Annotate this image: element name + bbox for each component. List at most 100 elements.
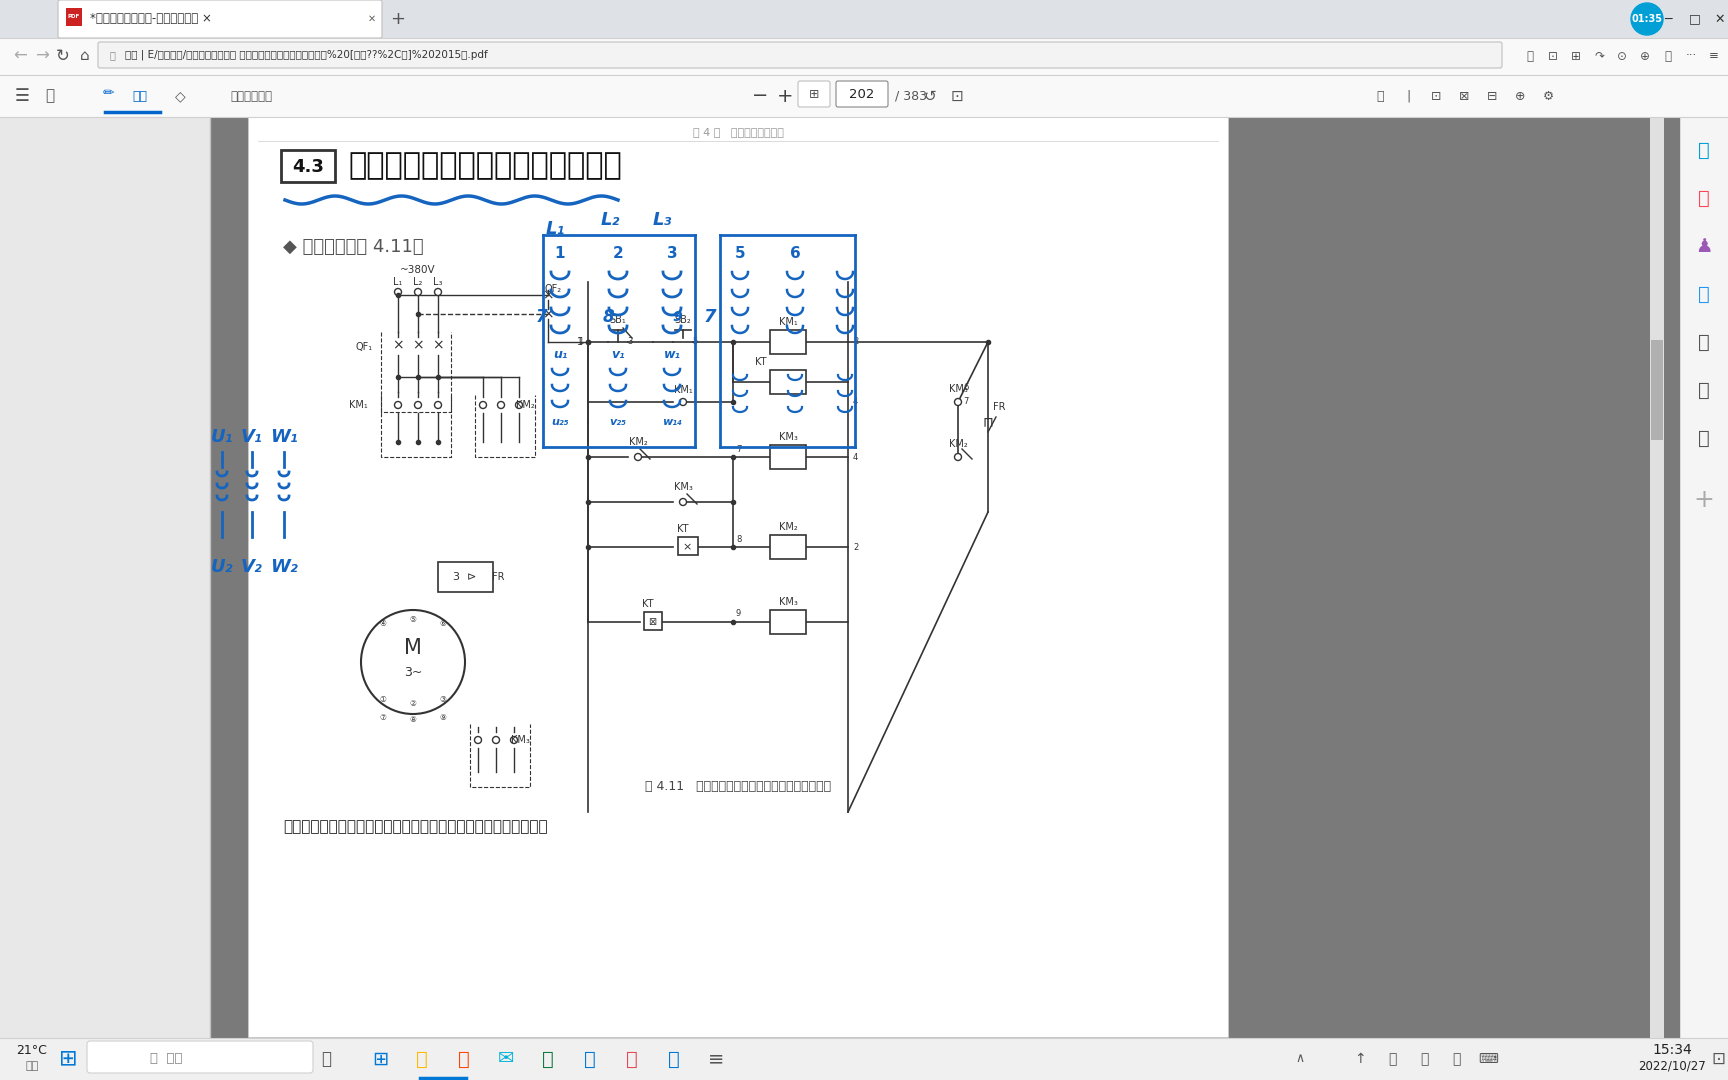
Text: 9: 9: [736, 609, 741, 619]
Text: 7: 7: [736, 445, 741, 454]
Text: L₂: L₂: [413, 276, 423, 287]
Text: KM₁: KM₁: [349, 400, 368, 410]
Text: *新版经典电工电路-识图、布线、 ×: *新版经典电工电路-识图、布线、 ×: [90, 13, 213, 26]
Bar: [0, 0, 1728, 38]
Text: ⊞: ⊞: [59, 1049, 78, 1069]
Bar: [66, 8, 81, 26]
Text: w₁: w₁: [664, 349, 681, 362]
Text: V₁: V₁: [242, 428, 263, 446]
Text: 🎬: 🎬: [626, 1050, 638, 1068]
Circle shape: [954, 399, 961, 405]
Circle shape: [415, 288, 422, 296]
Text: ⊡: ⊡: [1431, 90, 1441, 103]
Text: 🔍: 🔍: [1375, 90, 1384, 103]
Text: ✕: ✕: [1714, 13, 1725, 26]
Text: ⤢: ⤢: [45, 89, 55, 104]
Text: ⑨: ⑨: [439, 713, 446, 721]
Text: PDF: PDF: [67, 14, 79, 19]
Bar: [645, 612, 662, 630]
Text: KM₃: KM₃: [674, 482, 693, 492]
Text: 4.3: 4.3: [292, 158, 323, 176]
Bar: [437, 562, 492, 592]
Text: 7: 7: [536, 308, 548, 326]
Text: ②: ②: [410, 700, 416, 708]
Circle shape: [434, 288, 441, 296]
Text: ⊕: ⊕: [1515, 90, 1526, 103]
Text: ≡: ≡: [1709, 50, 1719, 63]
FancyBboxPatch shape: [98, 42, 1502, 68]
Text: QF₂: QF₂: [544, 284, 562, 294]
Text: 6: 6: [962, 382, 968, 391]
Text: ⓘ: ⓘ: [109, 50, 116, 60]
FancyBboxPatch shape: [282, 150, 335, 183]
Bar: [0, 117, 1728, 1080]
FancyBboxPatch shape: [798, 81, 829, 107]
Text: 5: 5: [693, 337, 698, 347]
Text: 8: 8: [736, 535, 741, 543]
Text: KT: KT: [755, 357, 766, 367]
Text: ↷: ↷: [1593, 50, 1604, 63]
Text: 文件 | E/电工识图/新版经典电工电路 识图、布线、接线、调试、维修%20[黄海??%2C著]%202015年.pdf: 文件 | E/电工识图/新版经典电工电路 识图、布线、接线、调试、维修%20[黄…: [124, 50, 487, 60]
Text: ×: ×: [543, 288, 553, 302]
Text: FR: FR: [994, 402, 1006, 411]
Text: L₁: L₁: [394, 276, 403, 287]
Text: KM₃: KM₃: [779, 597, 797, 607]
Text: W₁: W₁: [270, 428, 297, 446]
FancyBboxPatch shape: [59, 0, 382, 38]
Text: 🔴: 🔴: [1699, 189, 1711, 207]
Circle shape: [415, 402, 422, 408]
Text: ⊕: ⊕: [1640, 50, 1650, 63]
Text: M: M: [404, 638, 422, 658]
Text: ···: ···: [1685, 50, 1697, 63]
Text: ⌨: ⌨: [1477, 1052, 1498, 1066]
Text: ☰: ☰: [14, 87, 29, 105]
Text: ⊡: ⊡: [1548, 50, 1559, 63]
Text: KM₂: KM₂: [629, 437, 648, 447]
Text: 3: 3: [627, 337, 632, 347]
Bar: [771, 535, 805, 559]
Text: 🔷: 🔷: [1699, 284, 1711, 303]
Bar: [1650, 117, 1664, 1080]
Text: KM₂: KM₂: [779, 522, 797, 532]
Text: ④: ④: [380, 620, 387, 629]
Text: −: −: [752, 86, 769, 106]
Bar: [0, 0, 1728, 38]
Circle shape: [479, 402, 487, 408]
Text: ⑧: ⑧: [410, 715, 416, 725]
Text: ×: ×: [392, 338, 404, 352]
Text: ⊞: ⊞: [372, 1050, 389, 1068]
Text: ↻: ↻: [55, 48, 69, 65]
Text: 👤: 👤: [1664, 50, 1671, 63]
Text: v₁: v₁: [612, 349, 626, 362]
Text: ◆ 工作原理（图 4.11）: ◆ 工作原理（图 4.11）: [283, 238, 423, 256]
Text: 3~: 3~: [404, 665, 422, 678]
Text: 在启动前让我们先了解一下延边三角形是如何工作的。启动时先将: 在启动前让我们先了解一下延边三角形是如何工作的。启动时先将: [283, 820, 548, 835]
Text: 7: 7: [703, 308, 715, 326]
Text: ×: ×: [543, 307, 553, 321]
Text: 202: 202: [850, 87, 874, 100]
Text: 绘制: 绘制: [133, 90, 147, 103]
Text: SB₁: SB₁: [610, 315, 626, 325]
Text: KM₃: KM₃: [949, 384, 968, 394]
Text: ⑤: ⑤: [410, 616, 416, 624]
Text: ⑦: ⑦: [380, 713, 387, 721]
Text: ✉: ✉: [498, 1050, 515, 1068]
Text: FR: FR: [492, 572, 505, 582]
Text: +: +: [778, 86, 793, 106]
Text: 8: 8: [601, 308, 613, 326]
Text: L₃: L₃: [434, 276, 442, 287]
Text: ♟: ♟: [1695, 237, 1712, 256]
Text: KM₂: KM₂: [515, 400, 534, 410]
Text: KM₂: KM₂: [949, 438, 968, 449]
Text: 9: 9: [672, 310, 683, 324]
Text: 📧: 📧: [1699, 333, 1711, 351]
Text: v₂₅: v₂₅: [610, 417, 627, 427]
Text: 🔵: 🔵: [1699, 140, 1711, 160]
Text: ⚙: ⚙: [1543, 90, 1553, 103]
Text: 3: 3: [667, 245, 677, 260]
Text: ~380V: ~380V: [401, 265, 435, 275]
Text: u₂₅: u₂₅: [551, 417, 569, 427]
Text: L₂: L₂: [600, 211, 620, 229]
Text: □: □: [1690, 13, 1700, 26]
Circle shape: [1631, 3, 1662, 35]
